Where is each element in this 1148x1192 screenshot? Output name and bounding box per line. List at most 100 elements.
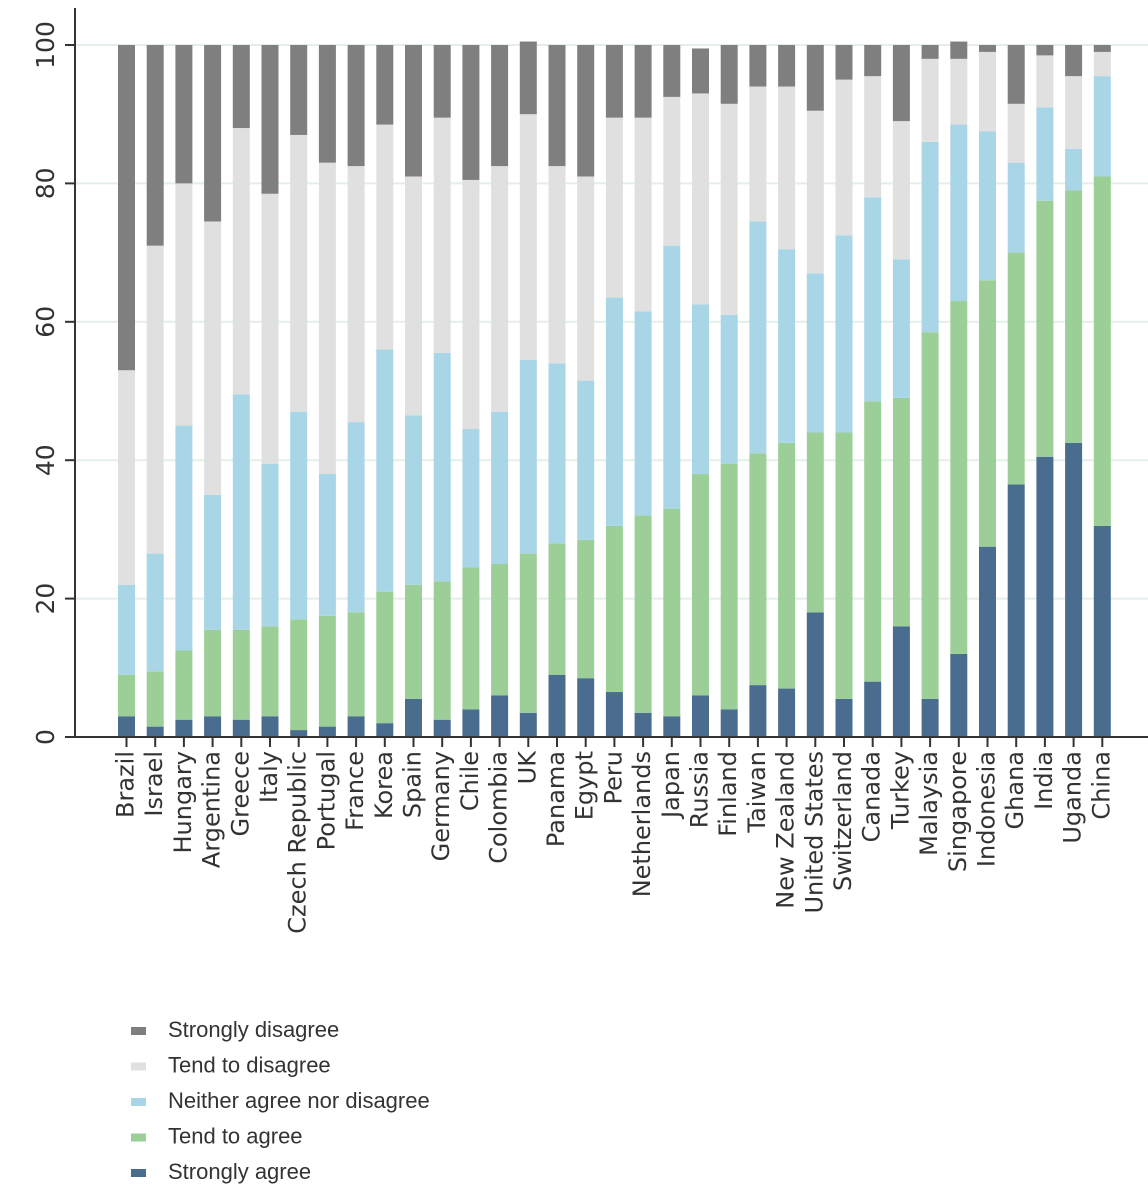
bar-segment bbox=[318, 162, 336, 475]
bar-segment bbox=[146, 553, 164, 672]
category-label: Turkey bbox=[886, 751, 914, 830]
legend: Strongly disagree Tend to disagree Neither… bbox=[131, 1017, 430, 1184]
category-label: Taiwan bbox=[743, 751, 771, 834]
y-tick-label: 60 bbox=[31, 306, 60, 338]
bar-segment bbox=[979, 280, 996, 547]
bar-segment bbox=[921, 332, 939, 699]
bar-segment bbox=[548, 45, 566, 167]
bar-segment bbox=[605, 117, 623, 298]
bar-segment bbox=[204, 716, 222, 737]
bar-segment bbox=[491, 45, 509, 167]
category-label: Switzerland bbox=[829, 751, 857, 891]
legend-swatch bbox=[131, 1133, 146, 1142]
bar-segment bbox=[519, 114, 537, 360]
bar-segment bbox=[950, 124, 968, 302]
bar-segment bbox=[347, 716, 365, 737]
bar-segment bbox=[1036, 456, 1054, 737]
category-label: Chile bbox=[456, 751, 484, 811]
bar-segment bbox=[663, 508, 681, 717]
bar-segment bbox=[118, 584, 135, 675]
legend-label: Strongly disagree bbox=[168, 1017, 339, 1042]
bar-segment bbox=[1065, 76, 1083, 149]
bar-segment bbox=[261, 626, 279, 717]
bar-segment bbox=[979, 131, 996, 281]
bar-segment bbox=[692, 48, 709, 94]
category-label: Spain bbox=[399, 751, 427, 818]
bar-segment bbox=[175, 45, 193, 184]
y-tick-label: 20 bbox=[31, 583, 60, 615]
bar-segment bbox=[749, 86, 767, 222]
legend-swatch bbox=[131, 1098, 146, 1106]
legend-swatch bbox=[131, 1062, 146, 1071]
bar-segment bbox=[405, 176, 422, 416]
bar-segment bbox=[175, 183, 193, 426]
bar-segment bbox=[634, 712, 652, 737]
bar-segment bbox=[1036, 107, 1054, 201]
bar-segment bbox=[692, 695, 709, 737]
bar-segment bbox=[290, 134, 308, 412]
bar-segment bbox=[204, 494, 222, 630]
y-tick-label: 40 bbox=[31, 444, 60, 476]
legend-swatch bbox=[131, 1027, 146, 1035]
category-label: Italy bbox=[255, 751, 283, 803]
bar-segment bbox=[864, 401, 882, 682]
bar-segment bbox=[921, 698, 939, 737]
category-label: Panama bbox=[542, 751, 570, 847]
bar-segment bbox=[376, 591, 394, 724]
category-label: Colombia bbox=[485, 751, 513, 864]
category-label: Germany bbox=[427, 751, 455, 861]
bar-segment bbox=[605, 525, 623, 693]
category-label: Netherlands bbox=[628, 751, 656, 897]
bar-segment bbox=[1007, 252, 1025, 485]
bar-segment bbox=[692, 304, 709, 475]
bar-segment bbox=[605, 692, 623, 737]
bar-segment bbox=[290, 45, 308, 135]
category-label: Peru bbox=[599, 751, 627, 804]
bar-segment bbox=[720, 45, 738, 104]
bar-segment bbox=[921, 58, 939, 142]
bar-segment bbox=[118, 716, 135, 737]
bar-segment bbox=[806, 273, 824, 433]
bar-segment bbox=[806, 432, 824, 613]
bar-segment bbox=[892, 259, 910, 398]
bar-segment bbox=[835, 235, 853, 433]
bar-segment bbox=[405, 415, 422, 585]
category-label: Malaysia bbox=[915, 751, 943, 856]
bar-segment bbox=[749, 453, 767, 686]
bar-segment bbox=[519, 553, 537, 713]
bar-segment bbox=[175, 719, 193, 737]
bar-segment bbox=[405, 584, 422, 699]
category-label: Egypt bbox=[571, 751, 599, 820]
bar-segment bbox=[778, 45, 796, 87]
bar-segment bbox=[376, 124, 394, 350]
y-tick-label: 100 bbox=[31, 21, 60, 69]
bar-segment bbox=[146, 45, 164, 246]
bar-segment bbox=[892, 45, 910, 122]
bar-segment bbox=[634, 45, 652, 118]
bar-segment bbox=[347, 612, 365, 717]
bar-segment bbox=[979, 546, 996, 737]
axes-layer bbox=[65, 8, 1148, 747]
bar-segment bbox=[318, 726, 336, 737]
bar-segment bbox=[749, 45, 767, 87]
bar-segment bbox=[634, 311, 652, 516]
legend-label: Tend to agree bbox=[168, 1123, 303, 1148]
y-tick-label: 80 bbox=[31, 167, 60, 199]
bar-segment bbox=[950, 41, 968, 59]
bar-segment bbox=[720, 709, 738, 737]
bar-segment bbox=[1065, 190, 1083, 443]
bar-segment bbox=[806, 45, 824, 111]
bar-segment bbox=[577, 380, 595, 540]
category-label: Finland bbox=[714, 751, 742, 837]
bar-segment bbox=[778, 688, 796, 737]
bar-segment bbox=[261, 716, 279, 737]
bar-segment bbox=[376, 45, 394, 125]
bar-segment bbox=[118, 674, 135, 717]
bar-segment bbox=[692, 93, 709, 305]
bar-segment bbox=[261, 193, 279, 464]
bar-segment bbox=[462, 429, 480, 568]
bar-segment bbox=[1093, 45, 1111, 52]
bar-segment bbox=[462, 45, 480, 180]
legend-label: Tend to disagree bbox=[168, 1052, 331, 1077]
bar-segment bbox=[979, 45, 996, 52]
